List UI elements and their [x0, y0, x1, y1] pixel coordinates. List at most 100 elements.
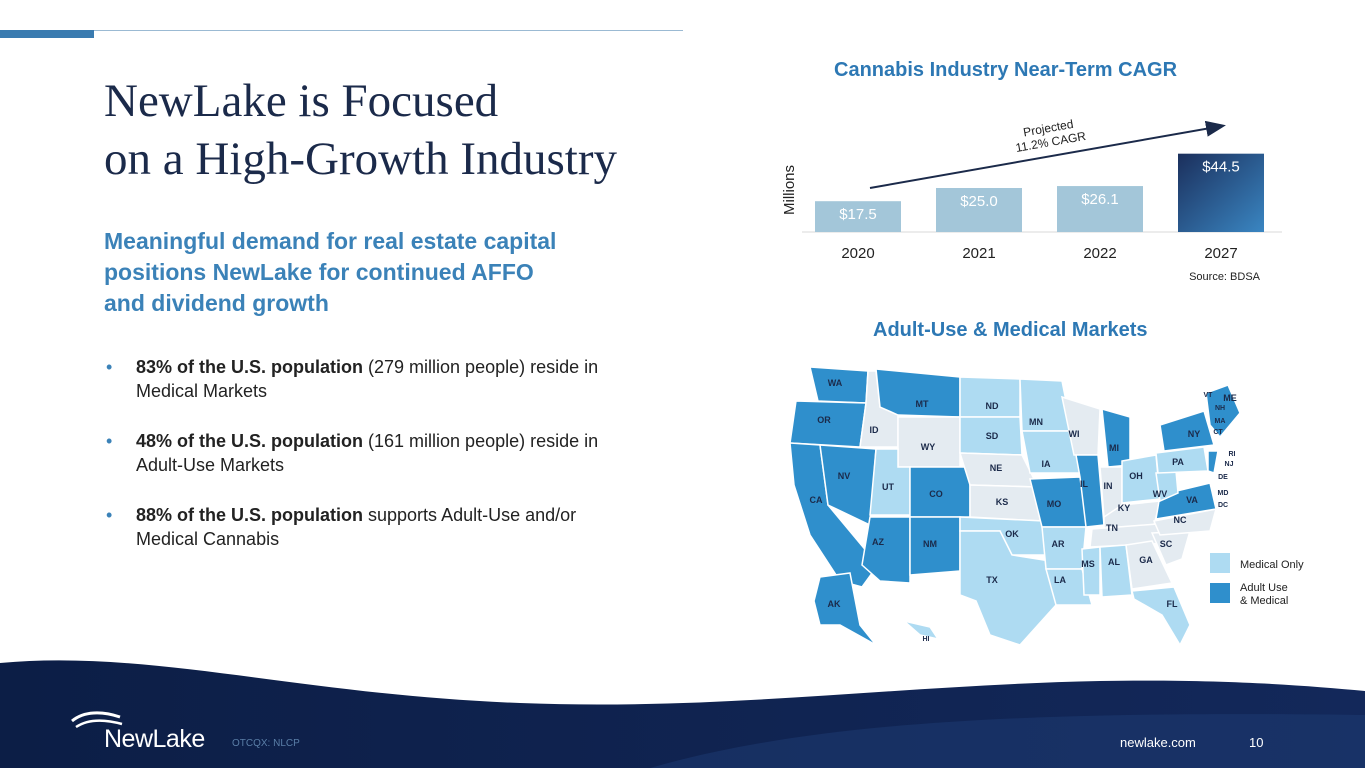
- state-label-mn: MN: [1029, 417, 1043, 427]
- state-label-ks: KS: [996, 497, 1009, 507]
- bullet-bold: 88% of the U.S. population: [136, 505, 364, 525]
- logo-wave-icon: [71, 711, 123, 729]
- bar-value-label: $17.5: [839, 206, 877, 223]
- footer-logo: NewLake: [104, 725, 205, 753]
- state-label-ia: IA: [1042, 459, 1052, 469]
- state-ak: [813, 572, 877, 646]
- state-label-ar: AR: [1052, 539, 1065, 549]
- state-label-sc: SC: [1160, 539, 1173, 549]
- state-label-ct: CT: [1213, 429, 1223, 436]
- state-ga: [1125, 540, 1174, 590]
- state-la: [1045, 568, 1093, 606]
- us-map: WA OR CA NV ID MT WY UT AZ CO NM ND SD NE KS OK TX MN IA MO…: [789, 366, 1304, 647]
- state-mi: [1101, 407, 1131, 468]
- state-il: [1075, 454, 1105, 528]
- state-label-ky: KY: [1118, 503, 1131, 513]
- state-label-de: DE: [1218, 474, 1228, 481]
- legend-swatch-adult-use: [1210, 583, 1230, 603]
- footer-website[interactable]: newlake.com: [1120, 735, 1196, 750]
- state-label-sd: SD: [986, 431, 999, 441]
- state-label-az: AZ: [872, 537, 884, 547]
- state-labels: WA OR CA NV ID MT WY UT AZ CO NM ND SD NE KS OK TX MN IA MO…: [810, 378, 1237, 643]
- map-states: [789, 366, 1241, 647]
- header-accent-bar: [0, 30, 94, 38]
- state-label-wy: WY: [921, 442, 936, 452]
- chart-title: Cannabis Industry Near-Term CAGR: [834, 59, 1178, 81]
- state-label-in: IN: [1104, 481, 1113, 491]
- state-label-tn: TN: [1106, 523, 1118, 533]
- state-label-ma: MA: [1215, 418, 1226, 425]
- state-label-ak: AK: [828, 599, 841, 609]
- bullet-bold: 83% of the U.S. population: [136, 357, 364, 377]
- bullet-item: 48% of the U.S. population (161 million …: [104, 429, 624, 477]
- subtitle-line-1: Meaningful demand for real estate capita…: [104, 228, 557, 254]
- legend-adult-use-label-line2: & Medical: [1240, 595, 1288, 607]
- bar-2020: [815, 201, 901, 232]
- state-label-oh: OH: [1129, 471, 1143, 481]
- state-label-al: AL: [1108, 557, 1120, 567]
- bar-value-label: $26.1: [1081, 191, 1119, 208]
- state-label-ne: NE: [990, 463, 1003, 473]
- map-title: Adult-Use & Medical Markets: [873, 319, 1148, 341]
- state-label-mt: MT: [916, 399, 929, 409]
- state-nj: [1207, 450, 1219, 474]
- state-label-va: VA: [1186, 495, 1198, 505]
- x-tick-label: 2021: [962, 245, 995, 262]
- bar-2021: [936, 188, 1022, 232]
- state-label-dc: DC: [1218, 502, 1228, 509]
- state-label-nc: NC: [1174, 515, 1187, 525]
- state-label-me: ME: [1223, 393, 1237, 403]
- state-label-la: LA: [1054, 575, 1066, 585]
- state-al: [1099, 544, 1133, 598]
- state-label-mo: MO: [1047, 499, 1062, 509]
- state-label-nm: NM: [923, 539, 937, 549]
- state-mo: [1029, 476, 1098, 528]
- state-label-ok: OK: [1005, 529, 1019, 539]
- bullet-list: 83% of the U.S. population (279 million …: [104, 355, 624, 577]
- cagr-annotation: Projected 11.2% CAGR: [1014, 117, 1087, 155]
- state-fl: [1131, 586, 1191, 647]
- bar-value-label: $44.5: [1202, 159, 1240, 176]
- cagr-arrow: [869, 120, 1226, 189]
- bullet-text: (279 million people) reside in Medical M…: [136, 357, 599, 401]
- state-label-tx: TX: [986, 575, 998, 585]
- state-hi: [903, 620, 940, 641]
- state-label-ri: RI: [1229, 451, 1236, 458]
- state-label-il: IL: [1080, 479, 1089, 489]
- state-nd: [959, 376, 1021, 418]
- legend-medical-label: Medical Only: [1240, 559, 1304, 571]
- y-axis-label: Millions: [781, 165, 798, 215]
- x-tick-label: 2020: [841, 245, 874, 262]
- state-label-mi: MI: [1109, 443, 1119, 453]
- state-az: [861, 516, 911, 584]
- subtitle: Meaningful demand for real estate capita…: [104, 226, 644, 319]
- bullet-item: 83% of the U.S. population (279 million …: [104, 355, 624, 403]
- state-ny: [1159, 410, 1215, 452]
- bar-value-label: $25.0: [960, 193, 998, 210]
- page-title: NewLake is Focused on a High-Growth Indu…: [104, 72, 617, 188]
- x-tick-label: 2027: [1204, 245, 1237, 262]
- state-label-ga: GA: [1139, 555, 1153, 565]
- state-label-wv: WV: [1153, 489, 1168, 499]
- footer-wave: [0, 660, 1365, 768]
- chart-source: Source: BDSA: [1189, 271, 1261, 283]
- legend-adult-use-label-line1: Adult Use: [1240, 582, 1288, 594]
- bullet-text: supports Adult-Use and/or Medical Cannab…: [136, 505, 577, 549]
- state-label-or: OR: [817, 415, 831, 425]
- page-number: 10: [1249, 735, 1264, 750]
- state-label-co: CO: [929, 489, 943, 499]
- legend-swatch-medical: [1210, 553, 1230, 573]
- title-line-2: on a High-Growth Industry: [104, 133, 618, 185]
- state-label-nj: NJ: [1225, 461, 1234, 468]
- state-label-id: ID: [870, 425, 880, 435]
- state-ne-region: [1205, 384, 1241, 439]
- state-label-md: MD: [1218, 490, 1229, 497]
- bar-chart: Millions Projected 11.2% CAGR $17.5 2020 $…: [781, 117, 1282, 283]
- subtitle-line-3: and dividend growth: [104, 290, 329, 316]
- state-label-nd: ND: [986, 401, 999, 411]
- bar-2027: [1178, 153, 1264, 232]
- state-label-ca: CA: [810, 495, 823, 505]
- bar-2022: [1057, 186, 1143, 232]
- subtitle-line-2: positions NewLake for continued AFFO: [104, 259, 534, 285]
- state-label-fl: FL: [1167, 599, 1178, 609]
